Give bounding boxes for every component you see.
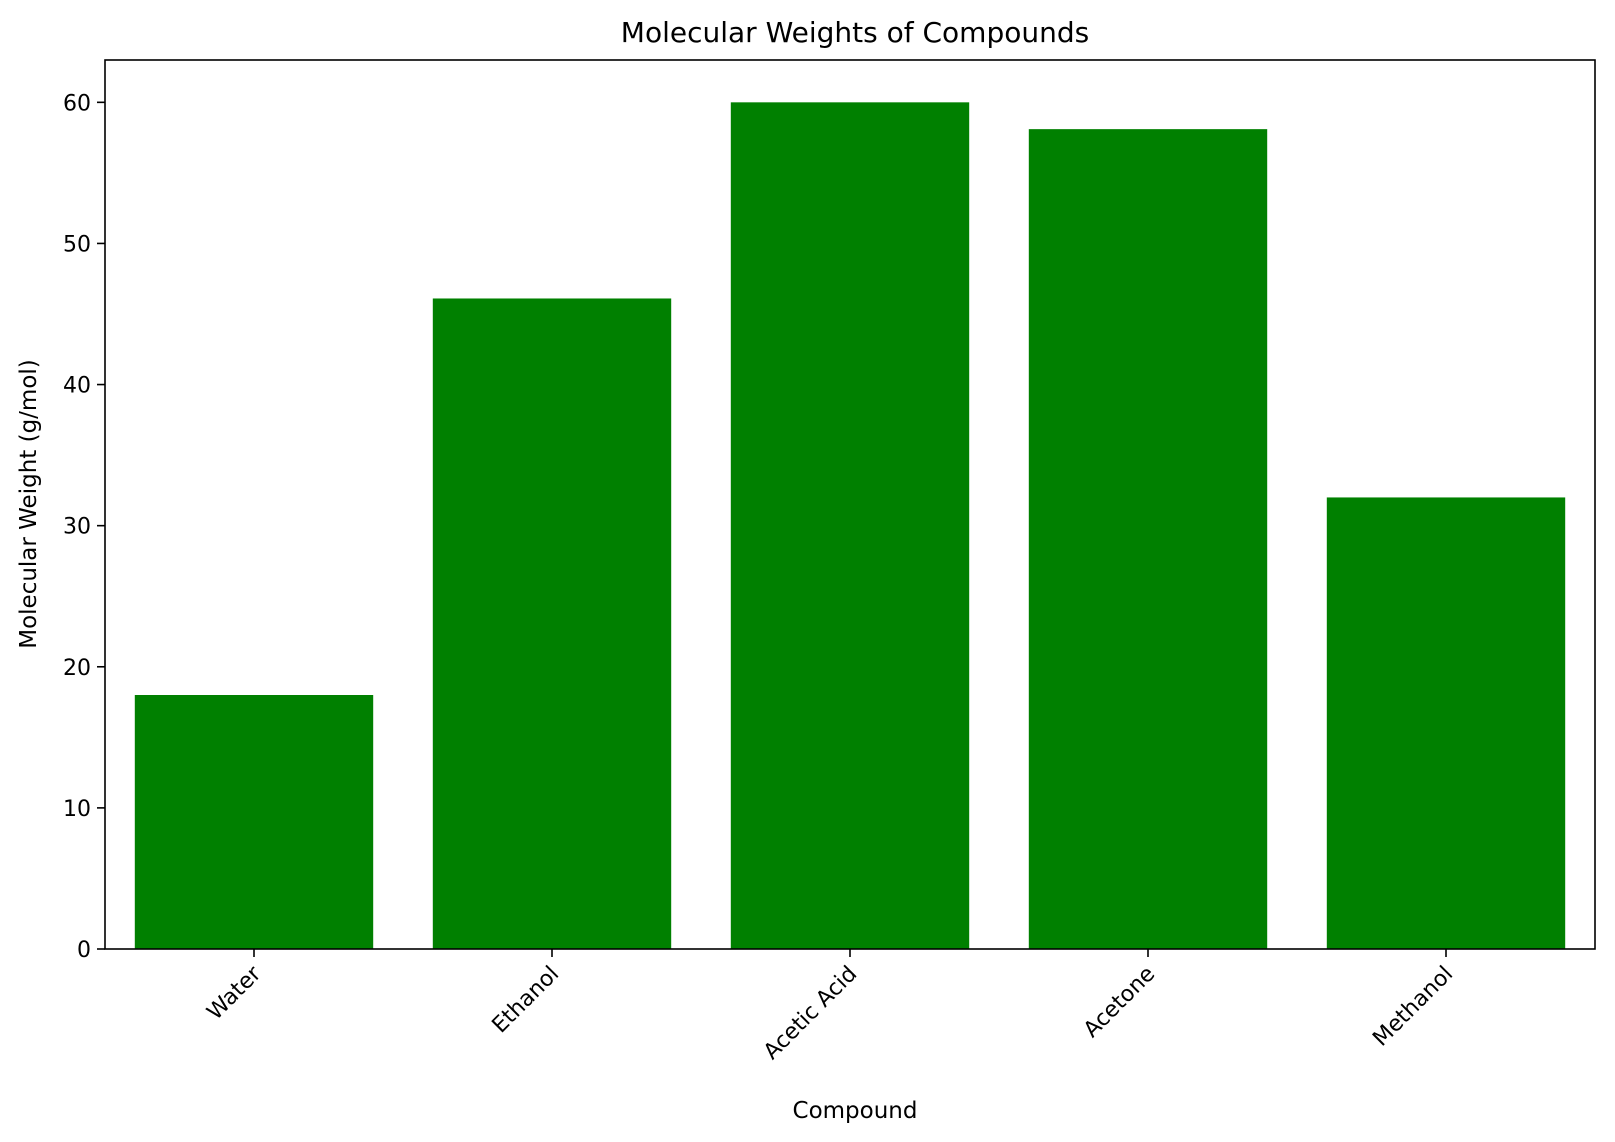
bar-methanol bbox=[1326, 497, 1566, 949]
y-tick-label: 30 bbox=[63, 515, 91, 540]
bar-ethanol bbox=[432, 298, 672, 950]
y-axis-label: Molecular Weight (g/mol) bbox=[16, 359, 42, 649]
bar-acetone bbox=[1028, 129, 1268, 949]
plot-frame bbox=[104, 59, 1596, 950]
x-axis-label: Compound bbox=[793, 1098, 918, 1124]
y-tick-label: 40 bbox=[63, 374, 91, 399]
y-tick-label: 10 bbox=[63, 797, 91, 822]
chart-title: Molecular Weights of Compounds bbox=[621, 16, 1089, 49]
y-tick-label: 50 bbox=[63, 232, 91, 257]
y-tick-label: 0 bbox=[77, 938, 91, 963]
y-tick-label: 20 bbox=[63, 656, 91, 681]
bar-water bbox=[134, 695, 374, 949]
y-tick-label: 60 bbox=[63, 91, 91, 116]
bar-acetic-acid bbox=[730, 102, 970, 949]
y-axis-ticks: 0 10 20 30 40 50 60 bbox=[63, 91, 105, 963]
bars-group bbox=[134, 102, 1566, 950]
